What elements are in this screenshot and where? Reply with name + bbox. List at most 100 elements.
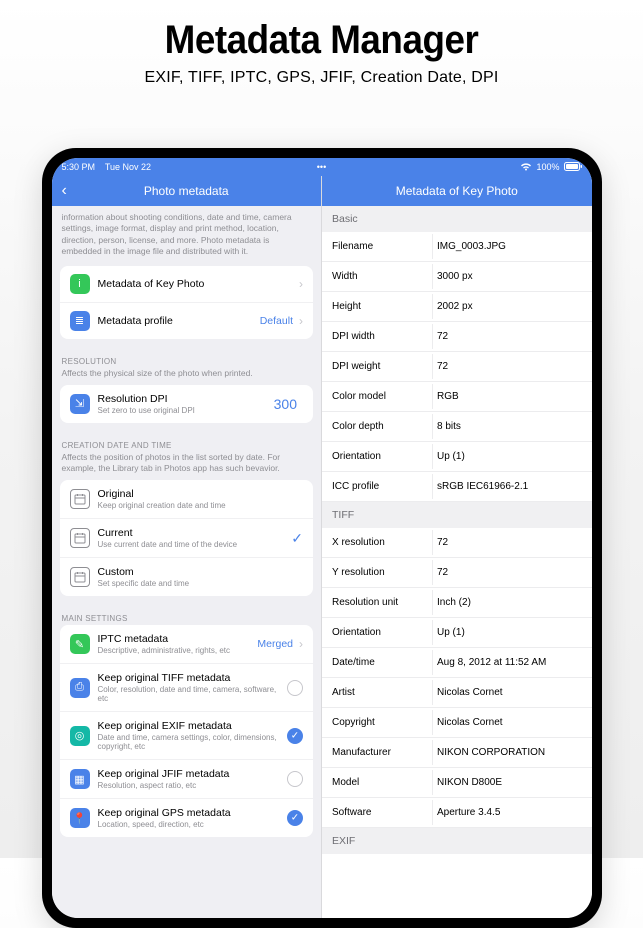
metadata-value: Nicolas Cornet xyxy=(432,680,592,705)
main-row[interactable]: ✎IPTC metadataDescriptive, administrativ… xyxy=(60,625,314,664)
left-navbar: ‹ Photo metadata xyxy=(52,176,322,206)
row-title: IPTC metadata xyxy=(98,633,258,645)
metadata-row: Height2002 px xyxy=(322,292,592,322)
row-icon: i xyxy=(70,274,90,294)
resolution-header: RESOLUTION xyxy=(52,347,322,368)
battery-percent: 100% xyxy=(536,162,559,172)
calendar-icon xyxy=(70,528,90,548)
row-value: Merged xyxy=(257,638,293,650)
left-scroll[interactable]: information about shooting conditions, d… xyxy=(52,206,322,918)
resolution-row[interactable]: ⇲ Resolution DPI Set zero to use origina… xyxy=(60,385,314,423)
status-bar: 5:30 PM Tue Nov 22 ••• 100% xyxy=(52,158,592,176)
row-title: Current xyxy=(98,527,292,539)
row-title: Keep original GPS metadata xyxy=(98,807,288,819)
creation-row[interactable]: OriginalKeep original creation date and … xyxy=(60,480,314,519)
row-icon: ◎ xyxy=(70,726,90,746)
metadata-row: Resolution unitInch (2) xyxy=(322,588,592,618)
metadata-key: DPI width xyxy=(322,324,432,349)
metadata-value: 8 bits xyxy=(432,414,592,439)
creation-sub: Affects the position of photos in the li… xyxy=(52,452,322,480)
row-title: Custom xyxy=(98,566,304,578)
row-icon: ≣ xyxy=(70,311,90,331)
metadata-key: DPI weight xyxy=(322,354,432,379)
metadata-value: 72 xyxy=(432,354,592,379)
metadata-row: ArtistNicolas Cornet xyxy=(322,678,592,708)
row-title: Metadata profile xyxy=(98,315,260,327)
row-subtitle: Set specific date and time xyxy=(98,579,304,588)
metadata-key: Software xyxy=(322,800,432,825)
metadata-value: Nicolas Cornet xyxy=(432,710,592,735)
metadata-key: Y resolution xyxy=(322,560,432,585)
metadata-key: ICC profile xyxy=(322,474,432,499)
metadata-key: Resolution unit xyxy=(322,590,432,615)
right-scroll[interactable]: BasicFilenameIMG_0003.JPGWidth3000 pxHei… xyxy=(322,206,592,918)
metadata-row: Color modelRGB xyxy=(322,382,592,412)
main-row[interactable]: ⎙Keep original TIFF metadataColor, resol… xyxy=(60,664,314,712)
group-header: TIFF xyxy=(322,502,592,528)
calendar-icon xyxy=(70,567,90,587)
radio-toggle[interactable] xyxy=(287,728,303,744)
right-nav-title: Metadata of Key Photo xyxy=(396,184,518,198)
promo-subtitle: EXIF, TIFF, IPTC, GPS, JFIF, Creation Da… xyxy=(0,69,643,87)
main-row[interactable]: 📍Keep original GPS metadataLocation, spe… xyxy=(60,799,314,837)
row-subtitle: Resolution, aspect ratio, etc xyxy=(98,781,288,790)
metadata-row: OrientationUp (1) xyxy=(322,442,592,472)
metadata-row: DPI width72 xyxy=(322,322,592,352)
status-date: Tue Nov 22 xyxy=(105,162,151,172)
metadata-key: Height xyxy=(322,294,432,319)
wifi-icon xyxy=(520,162,532,173)
resolution-title: Resolution DPI xyxy=(98,393,274,405)
group-header: Basic xyxy=(322,206,592,232)
right-pane: Metadata of Key Photo BasicFilenameIMG_0… xyxy=(322,176,592,918)
battery-icon xyxy=(564,162,582,173)
status-time: 5:30 PM xyxy=(62,162,96,172)
metadata-row: ModelNIKON D800E xyxy=(322,768,592,798)
row-subtitle: Use current date and time of the device xyxy=(98,540,292,549)
metadata-value: Aperture 3.4.5 xyxy=(432,800,592,825)
metadata-key: Manufacturer xyxy=(322,740,432,765)
radio-toggle[interactable] xyxy=(287,680,303,696)
row-icon: ▦ xyxy=(70,769,90,789)
chevron-icon: › xyxy=(299,637,303,651)
creation-row[interactable]: CurrentUse current date and time of the … xyxy=(60,519,314,558)
metadata-value: 72 xyxy=(432,530,592,555)
metadata-key: Copyright xyxy=(322,710,432,735)
back-button[interactable]: ‹ xyxy=(62,183,67,199)
main-row[interactable]: ◎Keep original EXIF metadataDate and tim… xyxy=(60,712,314,760)
metadata-value: Inch (2) xyxy=(432,590,592,615)
metadata-row: OrientationUp (1) xyxy=(322,618,592,648)
row-title: Original xyxy=(98,488,304,500)
metadata-row: X resolution72 xyxy=(322,528,592,558)
metadata-key: Color model xyxy=(322,384,432,409)
metadata-value: Up (1) xyxy=(432,620,592,645)
row-subtitle: Color, resolution, date and time, camera… xyxy=(98,685,288,703)
main-header: MAIN SETTINGS xyxy=(52,604,322,625)
metadata-key: Orientation xyxy=(322,620,432,645)
metadata-key: Filename xyxy=(322,234,432,259)
metadata-key: Color depth xyxy=(322,414,432,439)
metadata-value: RGB xyxy=(432,384,592,409)
metadata-key: Width xyxy=(322,264,432,289)
creation-card: OriginalKeep original creation date and … xyxy=(60,480,314,596)
resolution-card: ⇲ Resolution DPI Set zero to use origina… xyxy=(60,385,314,423)
top-row[interactable]: ≣ Metadata profileDefault › xyxy=(60,303,314,339)
radio-toggle[interactable] xyxy=(287,810,303,826)
row-value: Default xyxy=(260,315,293,327)
resolution-value: 300 xyxy=(274,396,297,412)
metadata-row: ICC profilesRGB IEC61966-2.1 xyxy=(322,472,592,502)
top-row[interactable]: iMetadata of Key Photo› xyxy=(60,266,314,303)
creation-row[interactable]: CustomSet specific date and time xyxy=(60,558,314,596)
group-header: EXIF xyxy=(322,828,592,854)
radio-toggle[interactable] xyxy=(287,771,303,787)
resolution-subtitle: Set zero to use original DPI xyxy=(98,406,274,415)
chevron-icon: › xyxy=(299,314,303,328)
top-card: iMetadata of Key Photo› ≣ Metadata profile… xyxy=(60,266,314,339)
row-icon: ✎ xyxy=(70,634,90,654)
tablet-frame: 5:30 PM Tue Nov 22 ••• 100% ‹ Phot xyxy=(42,148,602,928)
left-pane: ‹ Photo metadata information about shoot… xyxy=(52,176,323,918)
main-row[interactable]: ▦Keep original JFIF metadataResolution, … xyxy=(60,760,314,799)
right-navbar: Metadata of Key Photo xyxy=(322,176,592,206)
creation-header: CREATION DATE AND TIME xyxy=(52,431,322,452)
row-title: Keep original TIFF metadata xyxy=(98,672,288,684)
metadata-value: 72 xyxy=(432,560,592,585)
